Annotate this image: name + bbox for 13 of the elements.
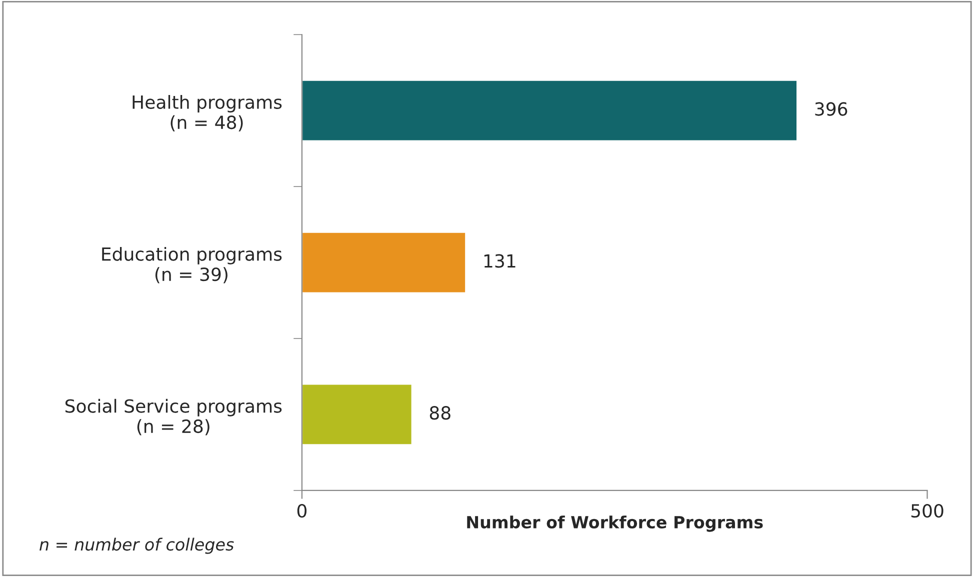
bar [302, 80, 798, 142]
y-tick-label: Social Service programs (n = 28) [65, 398, 282, 436]
data-label: 396 [815, 102, 848, 116]
bar [302, 383, 413, 446]
x-tick-label: 0 [297, 504, 306, 518]
y-tick-label: Education programs (n = 39) [102, 246, 282, 284]
x-axis-title: Number of Workforce Programs [467, 516, 763, 532]
text: n = number of colleges [40, 538, 234, 554]
bar [302, 231, 466, 294]
data-label: 88 [430, 406, 450, 420]
data-label: 131 [484, 254, 516, 268]
x-tick-label: 500 [911, 504, 944, 518]
y-tick-label: Health programs (n = 48) [132, 94, 282, 132]
